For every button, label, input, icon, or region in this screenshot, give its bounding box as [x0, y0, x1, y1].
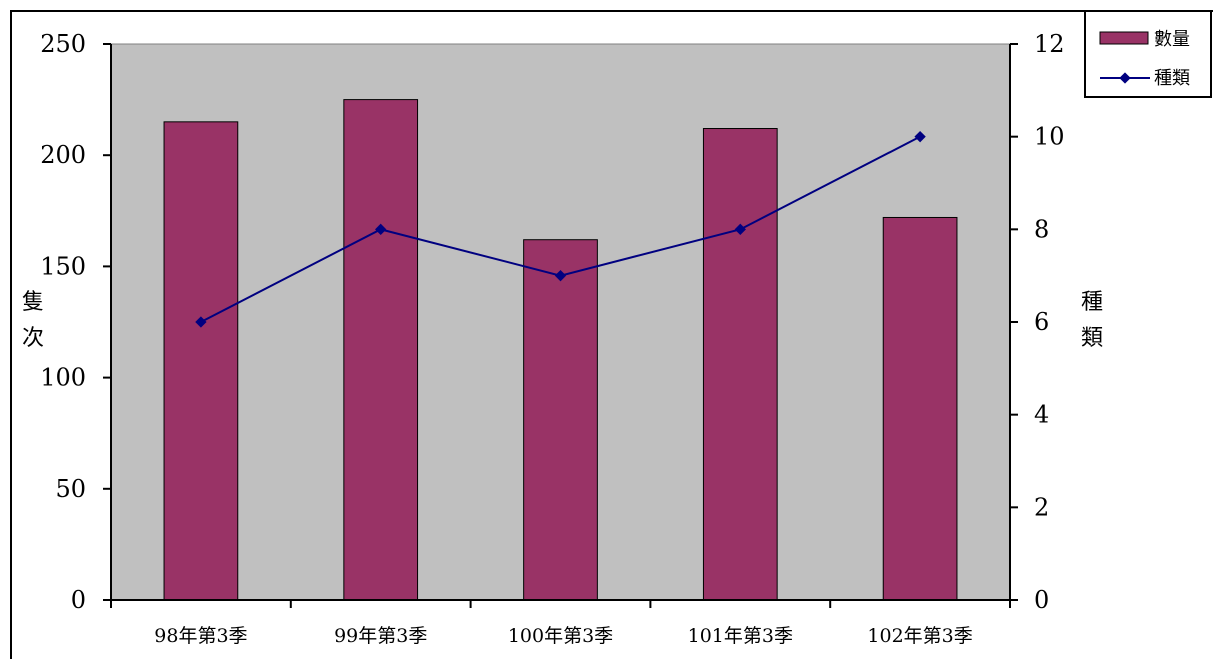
right-tick-label: 12	[1034, 30, 1065, 58]
right-tick-label: 8	[1034, 215, 1049, 243]
bar-1	[343, 99, 419, 601]
bar-0	[163, 121, 239, 601]
legend-label-bar: 數量	[1154, 29, 1190, 50]
right-axis-label-char-2: 類	[1081, 326, 1103, 351]
right-tick-label: 2	[1034, 493, 1049, 521]
legend-box	[1084, 10, 1212, 98]
bar-2	[523, 239, 598, 601]
legend-bar-swatch	[1099, 31, 1149, 45]
x-tick-label: 98年第3季	[154, 625, 247, 647]
right-tick-label: 0	[1034, 586, 1049, 614]
line-point-0	[195, 316, 207, 328]
bar-3	[702, 128, 778, 601]
left-axis-label-char-2: 次	[22, 326, 44, 351]
x-tick-label: 102年第3季	[867, 625, 972, 647]
legend: 數量 種類	[1084, 10, 1212, 98]
x-tick-label: 100年第3季	[508, 625, 613, 647]
right-tick-label: 6	[1034, 308, 1049, 336]
right-axis-label-char-1: 種	[1081, 290, 1103, 315]
legend-line-marker	[1119, 72, 1131, 84]
line-point-4	[914, 131, 926, 143]
legend-label-line: 種類	[1154, 68, 1190, 89]
x-tick-label: 99年第3季	[334, 625, 427, 647]
line-point-1	[375, 223, 387, 235]
left-tick-label: 150	[40, 252, 86, 280]
left-tick-label: 250	[40, 30, 86, 58]
line-point-3	[734, 223, 746, 235]
left-tick-label: 200	[40, 141, 86, 169]
right-tick-label: 10	[1034, 123, 1065, 151]
left-axis-label-char-1: 隻	[22, 290, 44, 315]
chart-frame	[10, 10, 1213, 659]
left-tick-label: 100	[40, 364, 86, 392]
x-tick-label: 101年第3季	[688, 625, 793, 647]
left-tick-label: 50	[55, 475, 86, 503]
left-tick-label: 0	[71, 586, 86, 614]
bar-4	[882, 216, 958, 601]
right-tick-label: 4	[1034, 401, 1049, 429]
line-point-2	[554, 270, 567, 282]
